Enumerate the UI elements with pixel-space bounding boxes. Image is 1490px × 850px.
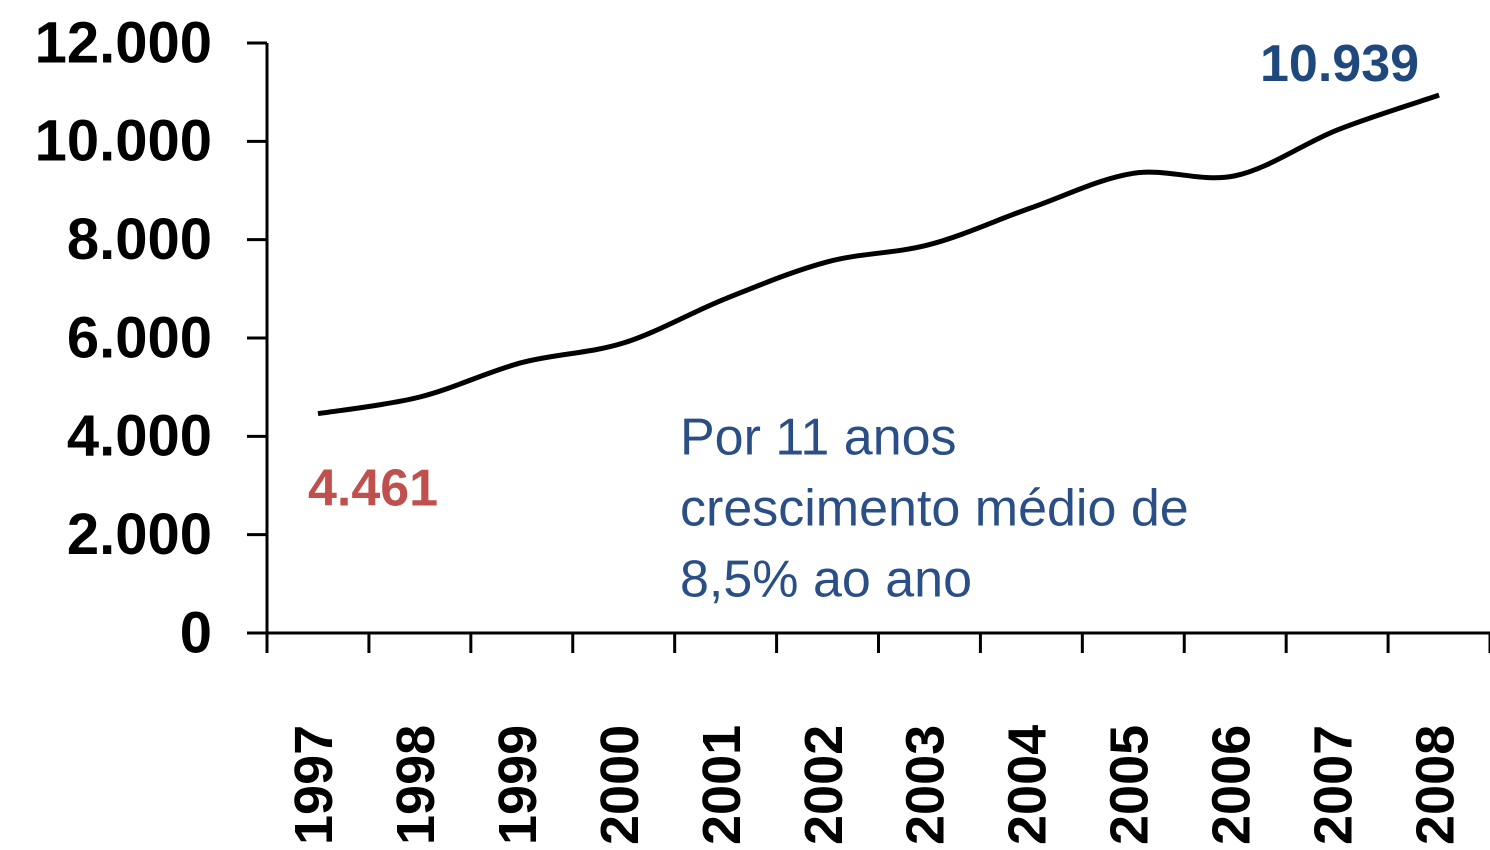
annotation: crescimento médio de (680, 480, 1189, 538)
y-tick-label: 8.000 (67, 207, 212, 272)
x-tick-label: 2002 (794, 725, 854, 845)
x-tick-label: 2008 (1405, 725, 1465, 845)
x-tick-label: 2006 (1201, 725, 1261, 845)
x-tick-label: 2005 (1100, 725, 1160, 845)
annotation: Por 11 anos (680, 409, 957, 467)
data-label: 10.939 (1260, 35, 1419, 93)
y-tick-label: 12.000 (35, 10, 212, 75)
x-tick-label: 2003 (896, 725, 956, 845)
y-tick-label: 10.000 (35, 109, 212, 174)
x-tick-label: 2004 (998, 725, 1058, 845)
y-tick-label: 6.000 (67, 305, 212, 370)
x-tick-label: 1999 (488, 725, 548, 845)
x-tick-label: 2007 (1303, 725, 1363, 845)
x-tick-label: 1998 (386, 725, 446, 845)
y-tick-label: 0 (180, 600, 212, 665)
annotation: 8,5% ao ano (680, 551, 972, 609)
y-tick-label: 2.000 (67, 502, 212, 567)
line (317, 92, 1440, 417)
data-label: 4.461 (308, 459, 438, 517)
x-tick-label: 2001 (692, 725, 752, 845)
x-tick-label: 2000 (590, 725, 650, 845)
x-tick-label: 1997 (284, 725, 344, 845)
y-tick-label: 4.000 (67, 404, 212, 469)
